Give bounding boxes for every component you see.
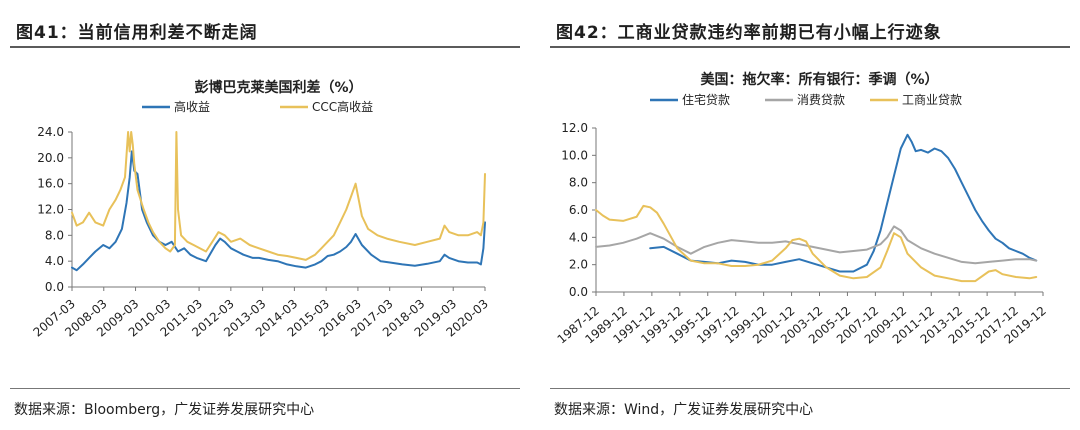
y-tick-label: 2.0 xyxy=(569,258,588,272)
y-tick-label: 20.0 xyxy=(37,151,64,165)
legend-label: CCC高收益 xyxy=(312,99,373,114)
figure-42-chart: 美国：拖欠率：所有银行：季调（%） 住宅贷款 消费贷款 工商业贷款 12.0 10.0 8.… xyxy=(555,71,1049,347)
y-tick-label: 0.0 xyxy=(569,285,588,299)
series-line xyxy=(71,150,486,272)
legend-label: 住宅贷款 xyxy=(682,92,730,107)
y-tick-label: 16.0 xyxy=(37,177,64,191)
figure-42-title: 图42：工商业贷款违约率前期已有小幅上行迹象 xyxy=(556,23,942,43)
figure-41-panel: 图41：当前信用利差不断走阔 彭博巴克莱美国利差（%） 高收益 CCC高收益 24.0… xyxy=(0,0,530,430)
y-tick-label: 12.0 xyxy=(561,121,588,135)
legend-label: 工商业贷款 xyxy=(902,92,962,107)
legend-label: 消费贷款 xyxy=(797,93,845,107)
y-tick-label: 6.0 xyxy=(569,203,588,217)
series-line xyxy=(649,133,1038,273)
chart-title: 美国：拖欠率：所有银行：季调（%） xyxy=(700,71,938,88)
figure-41-title: 图41：当前信用利差不断走阔 xyxy=(16,23,258,43)
series-line xyxy=(71,131,486,261)
figure-42-title-rule xyxy=(550,46,1070,48)
figure-42-panel: 图42：工商业贷款违约率前期已有小幅上行迹象 美国：拖欠率：所有银行：季调（%）… xyxy=(540,0,1080,430)
figure-42-source: 数据来源：Wind，广发证券发展研究中心 xyxy=(554,402,814,418)
figure-41-chart: 彭博巴克莱美国利差（%） 高收益 CCC高收益 24.0 20.0 16.0 12.0 8.0… xyxy=(31,79,491,340)
figure-41-source-rule xyxy=(10,388,520,389)
figure-41-title-rule xyxy=(10,46,520,48)
figure-42-source-rule xyxy=(550,388,1070,389)
series-line xyxy=(595,204,1038,283)
y-tick-label: 12.0 xyxy=(37,203,64,217)
y-tick-label: 10.0 xyxy=(561,148,588,162)
legend-label: 高收益 xyxy=(174,99,210,114)
y-tick-label: 4.0 xyxy=(569,230,588,244)
y-tick-label: 8.0 xyxy=(45,228,64,242)
y-tick-label: 0.0 xyxy=(45,280,64,294)
figure-41-source: 数据来源：Bloomberg，广发证券发展研究中心 xyxy=(14,402,315,418)
chart-title: 彭博巴克莱美国利差（%） xyxy=(194,79,362,96)
y-tick-label: 24.0 xyxy=(37,125,64,139)
y-tick-label: 4.0 xyxy=(45,254,64,268)
y-tick-label: 8.0 xyxy=(569,176,588,190)
